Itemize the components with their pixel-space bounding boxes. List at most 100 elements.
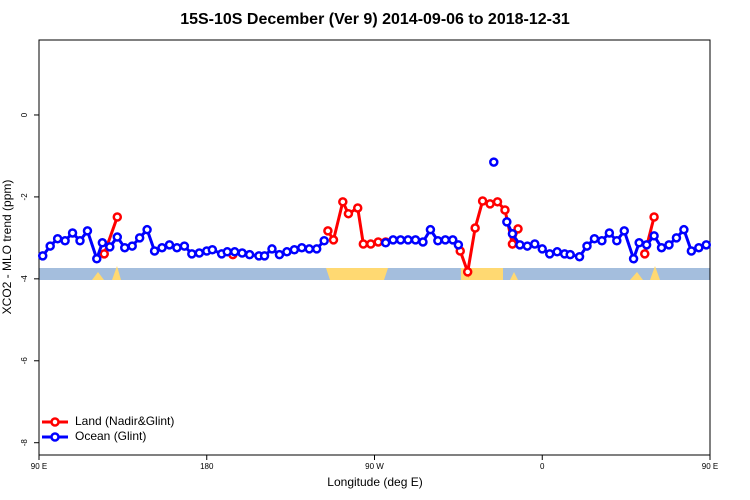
point bbox=[686, 246, 697, 256]
point bbox=[477, 196, 488, 206]
point bbox=[544, 249, 555, 259]
point bbox=[425, 224, 436, 235]
point bbox=[99, 249, 109, 259]
point bbox=[222, 247, 233, 257]
point bbox=[513, 224, 523, 234]
x-tick-label: 180 bbox=[200, 462, 214, 471]
point bbox=[418, 237, 428, 247]
point bbox=[507, 239, 518, 249]
point bbox=[582, 241, 592, 251]
legend-label: Land (Nadir&Glint) bbox=[75, 414, 174, 428]
point bbox=[664, 240, 674, 250]
point bbox=[282, 247, 292, 257]
point bbox=[82, 226, 93, 236]
point bbox=[119, 242, 130, 253]
point bbox=[440, 235, 451, 245]
point bbox=[433, 235, 443, 246]
y-tick-label: -2 bbox=[20, 193, 29, 201]
point bbox=[565, 249, 575, 260]
point bbox=[597, 235, 607, 246]
point bbox=[619, 226, 630, 236]
point bbox=[395, 235, 406, 245]
point bbox=[485, 199, 495, 209]
point bbox=[500, 205, 510, 215]
point bbox=[358, 239, 369, 249]
y-tick-label: -8 bbox=[20, 439, 29, 447]
point bbox=[470, 223, 480, 233]
point bbox=[649, 231, 659, 241]
point bbox=[67, 228, 78, 238]
point bbox=[127, 241, 137, 251]
point bbox=[640, 249, 650, 259]
point bbox=[134, 233, 145, 243]
point bbox=[641, 240, 652, 250]
surface-strip bbox=[39, 266, 710, 280]
point bbox=[388, 235, 398, 245]
x-axis-label: Longitude (deg E) bbox=[327, 475, 422, 489]
land-patch bbox=[510, 272, 518, 280]
x-tick-label: 90 E bbox=[702, 462, 718, 471]
point bbox=[97, 238, 108, 248]
point bbox=[410, 235, 421, 245]
point bbox=[179, 241, 190, 251]
point bbox=[157, 242, 167, 253]
point bbox=[142, 224, 152, 235]
point bbox=[574, 251, 585, 262]
point bbox=[515, 240, 525, 250]
x-tick-label: 90 E bbox=[31, 462, 47, 471]
point bbox=[304, 244, 315, 254]
legend-marker bbox=[50, 432, 60, 442]
point bbox=[37, 251, 48, 261]
plot-frame bbox=[38, 39, 711, 456]
y-tick-label: 0 bbox=[20, 112, 29, 117]
point bbox=[373, 237, 383, 247]
point bbox=[628, 254, 639, 264]
point bbox=[489, 157, 499, 167]
point bbox=[289, 245, 300, 255]
point bbox=[366, 239, 376, 249]
point bbox=[274, 249, 285, 260]
land-patch bbox=[112, 266, 121, 280]
y-tick-label: -6 bbox=[20, 357, 29, 365]
point bbox=[507, 229, 518, 239]
point bbox=[229, 247, 240, 257]
point bbox=[60, 235, 70, 246]
legend-label: Ocean (Glint) bbox=[75, 429, 146, 443]
point bbox=[172, 242, 182, 253]
point bbox=[259, 251, 270, 261]
point bbox=[649, 212, 659, 222]
point bbox=[297, 242, 307, 253]
point bbox=[537, 244, 547, 254]
land-patch bbox=[630, 272, 643, 280]
point bbox=[311, 244, 322, 254]
point bbox=[453, 240, 464, 250]
point bbox=[656, 242, 667, 253]
point bbox=[149, 246, 160, 256]
point bbox=[462, 267, 473, 277]
point bbox=[671, 233, 682, 243]
point bbox=[612, 235, 622, 246]
point bbox=[45, 241, 55, 251]
land-patch bbox=[650, 266, 660, 280]
point bbox=[319, 235, 329, 246]
point bbox=[75, 235, 85, 246]
point bbox=[448, 235, 458, 245]
y-tick-label: -4 bbox=[20, 275, 29, 283]
point bbox=[207, 245, 218, 255]
point bbox=[380, 238, 391, 248]
point bbox=[589, 233, 600, 244]
point bbox=[522, 241, 533, 251]
point bbox=[244, 249, 255, 260]
point bbox=[323, 226, 333, 236]
point bbox=[530, 239, 540, 249]
x-tick-label: 90 W bbox=[365, 462, 384, 471]
point bbox=[679, 224, 689, 235]
y-axis-label: XCO2 - MLO trend (ppm) bbox=[0, 180, 14, 315]
point bbox=[338, 197, 348, 207]
point bbox=[343, 208, 354, 219]
point bbox=[701, 240, 712, 250]
point bbox=[92, 254, 102, 264]
point bbox=[352, 203, 363, 213]
